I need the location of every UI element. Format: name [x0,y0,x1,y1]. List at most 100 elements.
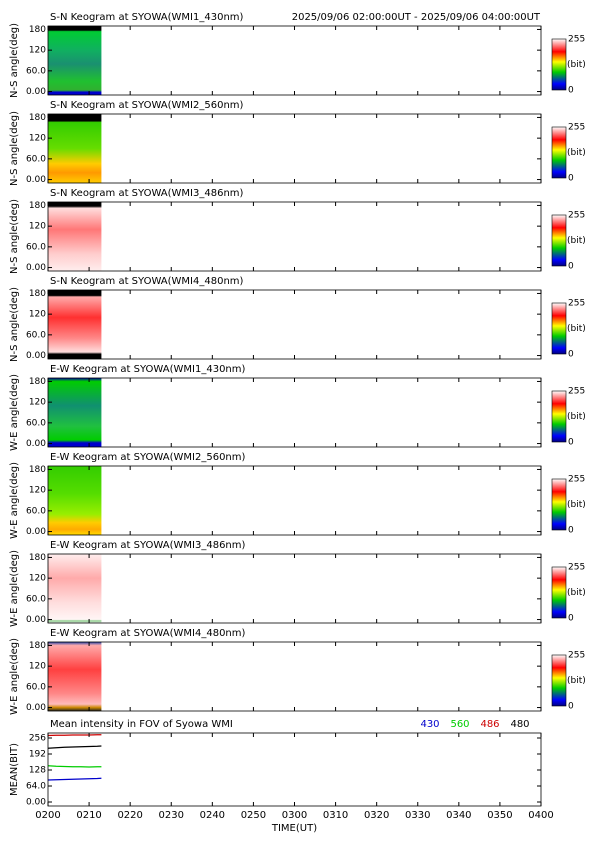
colorbar [551,302,567,355]
panel-title: S-N Keogram at SYOWA(WMI4_480nm) [50,276,244,287]
keogram-panel: S-N Keogram at SYOWA(WMI4_480nm) N-S angl… [9,276,586,362]
series-line [47,745,102,749]
y-tick-label: 0.00 [26,798,46,808]
y-tick-label: 120 [29,486,46,496]
colorbar-tick-label: 255 [568,651,585,661]
colorbar [551,390,567,443]
colorbar-label: (bit) [567,324,586,334]
y-axis-label: W-E angle(deg) [9,638,20,715]
colorbar-tick-label: 0 [568,614,574,624]
colorbar-tick-label: 0 [568,526,574,536]
legend-entry: 430 [420,719,439,730]
legend-entry: 486 [480,719,499,730]
line-panel: Mean intensity in FOV of Syowa WMI MEAN(B… [9,719,554,834]
keogram-image [48,466,102,535]
plot-frame [47,732,542,807]
legend-entry: 560 [450,719,469,730]
colorbar-tick-label: 0 [568,86,574,96]
y-axis-label: N-S angle(deg) [9,23,20,98]
panel-title: Mean intensity in FOV of Syowa WMI [50,719,233,730]
series-line [47,777,102,781]
colorbar-tick-label: 255 [568,211,585,221]
colorbar-tick-label: 0 [568,350,574,360]
colorbar-label: (bit) [567,500,586,510]
legend-entry: 480 [510,719,529,730]
y-tick-label: 0.00 [26,439,46,449]
colorbar-tick-label: 0 [568,262,574,272]
y-tick-label: 60.0 [26,682,46,692]
colorbar-tick-label: 255 [568,563,585,573]
y-tick-label: 180 [29,201,46,211]
y-tick-label: 0.00 [26,175,46,185]
x-axis-label: TIME(UT) [271,823,317,834]
y-tick-label: 0.00 [26,263,46,273]
x-tick-label: 0350 [487,810,512,821]
colorbar-label: (bit) [567,60,586,70]
colorbar [551,566,567,619]
panel-title: E-W Keogram at SYOWA(WMI4_480nm) [50,628,246,639]
y-tick-label: 180 [29,641,46,651]
colorbar-label: (bit) [567,676,586,686]
panel-title: E-W Keogram at SYOWA(WMI3_486nm) [50,540,246,551]
keogram-image [48,290,102,359]
keogram-image [48,26,102,95]
colorbar-tick-label: 255 [568,387,585,397]
panel-title: S-N Keogram at SYOWA(WMI2_560nm) [50,100,244,111]
panel-title: E-W Keogram at SYOWA(WMI1_430nm) [50,364,246,375]
keogram-panel: S-N Keogram at SYOWA(WMI3_486nm) N-S angl… [9,188,586,274]
y-tick-label: 0.00 [26,703,46,713]
x-tick-label: 0300 [282,810,307,821]
keogram-panel: E-W Keogram at SYOWA(WMI4_480nm) W-E angl… [9,628,586,715]
keogram-image [48,114,102,183]
y-axis-label: W-E angle(deg) [9,462,20,539]
keogram-panel: E-W Keogram at SYOWA(WMI3_486nm) W-E angl… [9,540,586,627]
y-tick-label: 60.0 [26,66,46,76]
panel-title: S-N Keogram at SYOWA(WMI1_430nm) [50,12,244,23]
plot-frame [47,553,542,624]
keogram-panel: E-W Keogram at SYOWA(WMI1_430nm) W-E angl… [9,364,586,451]
y-tick-label: 180 [29,25,46,35]
y-tick-label: 120 [29,46,46,56]
y-tick-label: 180 [29,553,46,563]
y-tick-label: 120 [29,310,46,320]
y-axis-label: W-E angle(deg) [9,374,20,451]
colorbar-tick-label: 255 [568,35,585,45]
panel-title: E-W Keogram at SYOWA(WMI2_560nm) [50,452,246,463]
keogram-image [48,554,102,623]
y-tick-label: 120 [29,134,46,144]
y-tick-label: 0.00 [26,351,46,361]
y-tick-label: 64.0 [26,782,46,792]
y-tick-label: 0.00 [26,615,46,625]
y-tick-label: 0.00 [26,87,46,97]
x-tick-label: 0400 [528,810,553,821]
x-tick-label: 0240 [200,810,225,821]
y-tick-label: 180 [29,289,46,299]
colorbar [551,214,567,267]
colorbar-label: (bit) [567,236,586,246]
keogram-image [48,642,102,711]
x-tick-label: 0200 [35,810,60,821]
y-tick-label: 60.0 [26,242,46,252]
colorbar [551,38,567,91]
keogram-image [48,202,102,271]
x-tick-label: 0210 [76,810,101,821]
y-axis-label: W-E angle(deg) [9,550,20,627]
y-tick-label: 120 [29,574,46,584]
y-tick-label: 128 [29,766,46,776]
keogram-panel: S-N Keogram at SYOWA(WMI1_430nm) 2025/09/… [9,12,586,98]
colorbar-tick-label: 0 [568,174,574,184]
x-tick-label: 0310 [323,810,348,821]
plot-frame [47,25,542,96]
plot-frame [47,465,542,536]
x-tick-label: 0340 [446,810,471,821]
y-axis-label: N-S angle(deg) [9,111,20,186]
colorbar-label: (bit) [567,412,586,422]
plot-frame [47,113,542,184]
time-range: 2025/09/06 02:00:00UT - 2025/09/06 04:00… [292,12,541,23]
y-tick-label: 120 [29,662,46,672]
y-tick-label: 0.00 [26,527,46,537]
y-tick-label: 60.0 [26,594,46,604]
y-tick-label: 120 [29,398,46,408]
plot-frame [47,289,542,360]
colorbar-tick-label: 0 [568,438,574,448]
